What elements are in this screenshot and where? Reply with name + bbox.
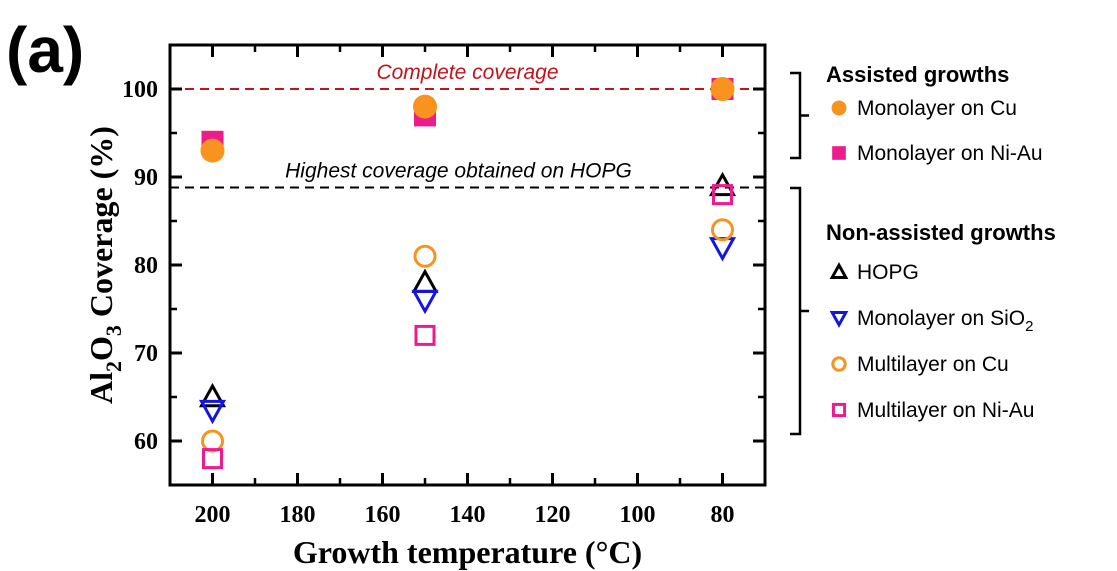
reference-line-label: Highest coverage obtained on HOPG [285,160,632,183]
data-point [413,244,437,268]
legend-entry-label: HOPG [857,261,919,284]
data-point [411,289,439,315]
data-point [202,448,223,470]
legend-marker [829,311,849,328]
legend-group-title: Assisted growths [826,62,1009,87]
legend-entry-label: Monolayer on Cu [857,97,1017,120]
data-point [710,77,735,101]
legend-entry-label: Multilayer on Ni-Au [857,399,1034,422]
data-point [708,237,737,262]
data-markers [198,77,737,470]
x-tick-label: 120 [535,502,571,528]
legend-entry: Monolayer on SiO2 [857,307,1033,335]
legend-entry-label: Monolayer on SiO [857,307,1025,330]
legend-entry: Multilayer on Ni-Au [857,399,1034,422]
legend-marker [831,356,847,372]
y-axis-title-rest: Coverage (%) [83,126,119,325]
legend-entry: Monolayer on Cu [857,97,1017,120]
data-point [411,268,439,293]
reference-line-label: Complete coverage [376,61,558,84]
y-tick-labels: 60 70 80 90 100 [122,77,158,455]
data-point [201,429,224,453]
legend-entry-subscript: 2 [1025,318,1033,335]
x-tick-label: 80 [711,502,735,528]
legend-bracket [790,71,809,160]
legend-marker [832,146,846,160]
data-point [198,399,227,425]
data-point [198,382,227,408]
reference-lines: Complete coverage Highest coverage obtain… [170,61,765,189]
y-tick-label: 80 [134,253,158,279]
x-tick-label: 140 [450,502,486,528]
legend-group-title: Non-assisted growths [826,220,1056,245]
x-tick-label: 180 [280,502,316,528]
data-point [712,184,733,206]
legend-entry: Multilayer on Cu [857,353,1009,376]
x-tick-label: 200 [195,502,231,528]
axis-ticks [170,45,765,485]
legend-marker [831,402,847,418]
legend-entry: HOPG [857,261,919,284]
y-tick-label: 60 [134,429,158,455]
x-tick-label: 160 [365,502,401,528]
y-axis-title-al: Al [83,372,119,404]
panel-label: (a) [6,14,84,86]
y-axis-title: Al2O3 Coverage (%) [83,126,126,404]
y-tick-label: 70 [134,341,158,367]
data-point [414,324,436,346]
y-axis-title-sub-2: 2 [101,361,126,372]
data-point [711,218,734,242]
legend-bracket [790,186,809,436]
legend: Assisted growths Monolayer on Cu Monolayer… [790,62,1056,436]
y-axis-title-o: O [83,336,119,361]
legend-entry-label: Monolayer on Ni-Au [857,142,1043,165]
legend-entry-label: Multilayer on Cu [857,353,1009,376]
y-tick-label: 100 [122,77,158,103]
x-tick-labels: 200 180 160 140 120 100 80 [195,502,735,528]
legend-entry: Monolayer on Ni-Au [857,142,1043,165]
data-point [200,138,225,163]
x-axis-title: Growth temperature (°C) [293,534,642,570]
data-point [413,94,437,119]
y-tick-label: 90 [134,165,158,191]
y-axis-title-sub-3: 3 [101,325,126,336]
x-tick-label: 100 [620,502,656,528]
legend-marker [829,262,849,279]
plot-frame [168,43,767,487]
legend-marker [831,100,847,116]
